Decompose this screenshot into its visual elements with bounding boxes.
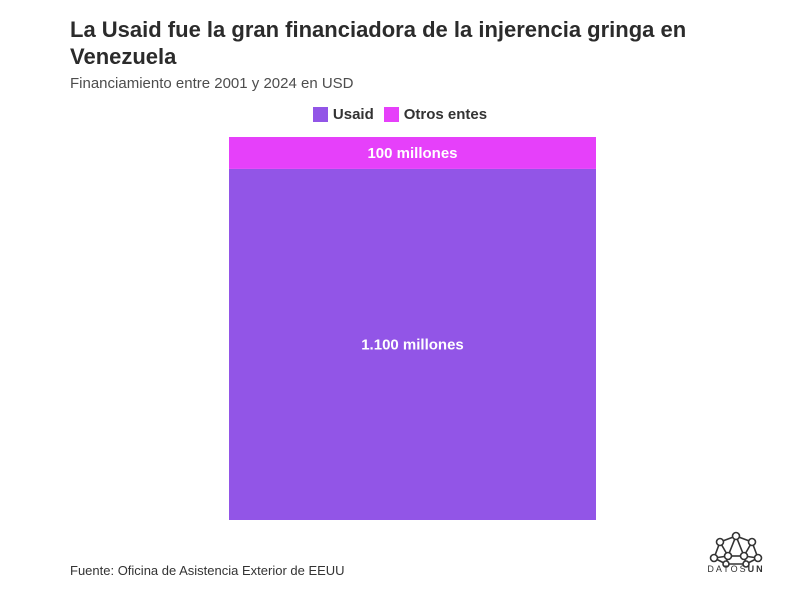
logo-suffix: UN	[747, 564, 765, 574]
legend-label-usaid: Usaid	[332, 106, 374, 123]
chart-subtitle: Financiamiento entre 2001 y 2024 en USD	[70, 75, 354, 92]
legend: Usaid Otros entes	[0, 106, 800, 123]
legend-item-otros-entes: Otros entes	[383, 106, 488, 123]
legend-label-otros-entes: Otros entes	[403, 106, 488, 123]
bar-segment-otros-entes	[229, 137, 596, 169]
data-label-otros-entes: 100 millones	[367, 145, 457, 162]
logo-prefix: DATOS	[707, 564, 748, 574]
source-note: Fuente: Oficina de Asistencia Exterior d…	[70, 563, 345, 578]
chart-title: La Usaid fue la gran financiadora de la …	[70, 17, 687, 69]
network-nodes-icon	[709, 531, 763, 568]
bar-segment-usaid	[229, 168, 596, 520]
logo-wordmark: DATOSUN	[700, 564, 772, 574]
legend-item-usaid: Usaid	[312, 106, 374, 123]
data-label-usaid: 1.100 millones	[361, 336, 464, 353]
legend-swatch-usaid	[312, 107, 328, 122]
legend-swatch-otros-entes	[383, 107, 399, 122]
